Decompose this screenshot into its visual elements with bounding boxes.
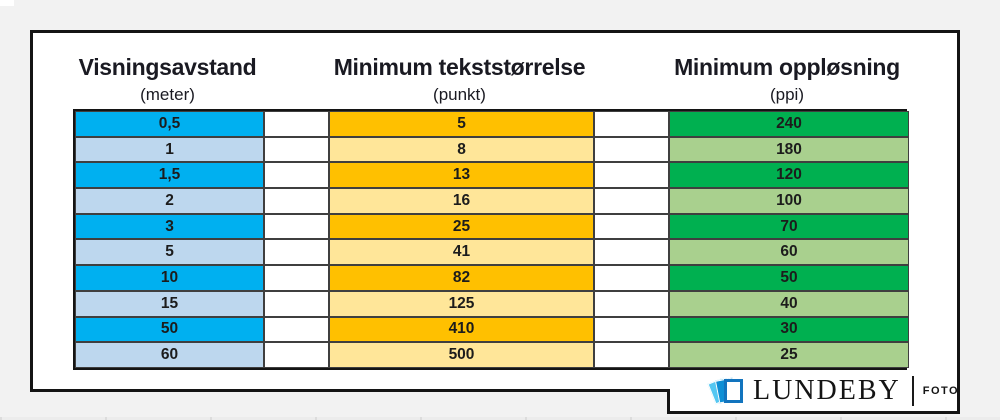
data-table: 0,5 5 240 1 8 180 1,5 13 120 2 16 100 3 25 70 5 41 60 10 82… bbox=[73, 109, 909, 370]
photo-card-front bbox=[724, 379, 743, 403]
table-cell-viewing-distance: 1 bbox=[75, 136, 264, 163]
table-cell-min-resolution: 50 bbox=[669, 265, 909, 291]
table-cell-viewing-distance: 2 bbox=[75, 188, 264, 214]
spacer-cell bbox=[594, 111, 669, 137]
spacer-cell bbox=[264, 342, 329, 368]
spacer-cell bbox=[594, 213, 669, 240]
spacer-cell bbox=[264, 265, 329, 291]
table-cell-min-text-size: 125 bbox=[329, 290, 594, 317]
table-cell-viewing-distance: 5 bbox=[75, 239, 264, 266]
column-title: Visningsavstand bbox=[78, 54, 257, 80]
bottom-edge-tiles bbox=[0, 417, 1000, 420]
table-cell-viewing-distance: 3 bbox=[75, 213, 264, 240]
table-cell-min-text-size: 500 bbox=[329, 342, 594, 368]
table-cell-viewing-distance: 1,5 bbox=[75, 162, 264, 189]
logo-divider bbox=[911, 376, 914, 406]
spacer-cell bbox=[594, 316, 669, 343]
table-cell-viewing-distance: 15 bbox=[75, 290, 264, 317]
table-cell-viewing-distance: 60 bbox=[75, 342, 264, 368]
table-cell-min-text-size: 5 bbox=[329, 111, 594, 137]
table-cell-min-text-size: 41 bbox=[329, 239, 594, 266]
column-unit: (punkt) bbox=[433, 85, 486, 104]
column-title: Minimum tekststørrelse bbox=[333, 54, 586, 80]
column-header-resolution: Minimum oppløsning (ppi) bbox=[667, 54, 907, 105]
table-cell-viewing-distance: 10 bbox=[75, 265, 264, 291]
table-cell-min-resolution: 40 bbox=[669, 290, 909, 317]
corner-notch bbox=[0, 0, 14, 6]
spacer-cell bbox=[264, 188, 329, 214]
spacer-cell bbox=[594, 239, 669, 266]
spacer-cell bbox=[594, 136, 669, 163]
table-cell-min-text-size: 82 bbox=[329, 265, 594, 291]
table-cell-min-text-size: 25 bbox=[329, 213, 594, 240]
spacer-cell bbox=[264, 290, 329, 317]
table-cell-min-resolution: 60 bbox=[669, 239, 909, 266]
spacer-cell bbox=[594, 188, 669, 214]
table-cell-viewing-distance: 50 bbox=[75, 316, 264, 343]
table-cell-min-resolution: 100 bbox=[669, 188, 909, 214]
photo-stack-icon bbox=[707, 374, 746, 408]
spacer-cell bbox=[264, 136, 329, 163]
spacer-cell bbox=[594, 290, 669, 317]
table-cell-min-resolution: 30 bbox=[669, 316, 909, 343]
table-cell-viewing-distance: 0,5 bbox=[75, 111, 264, 137]
column-unit: (meter) bbox=[140, 85, 195, 104]
column-title: Minimum oppløsning bbox=[674, 54, 900, 80]
spacer-cell bbox=[264, 162, 329, 189]
table-cell-min-resolution: 120 bbox=[669, 162, 909, 189]
spacer-cell bbox=[594, 265, 669, 291]
column-unit: (ppi) bbox=[769, 85, 804, 104]
table-cell-min-text-size: 8 bbox=[329, 136, 594, 163]
table-cell-min-resolution: 70 bbox=[669, 213, 909, 240]
table-cell-min-text-size: 16 bbox=[329, 188, 594, 214]
column-header-text-size: Minimum tekststørrelse (punkt) bbox=[327, 54, 592, 105]
table-cell-min-text-size: 13 bbox=[329, 162, 594, 189]
column-header-distance: Visningsavstand (meter) bbox=[73, 54, 262, 105]
spacer-cell bbox=[264, 239, 329, 266]
table-cell-min-text-size: 410 bbox=[329, 316, 594, 343]
spacer-cell bbox=[594, 162, 669, 189]
table-cell-min-resolution: 180 bbox=[669, 136, 909, 163]
table-cell-min-resolution: 25 bbox=[669, 342, 909, 368]
spacer-cell bbox=[264, 213, 329, 240]
spacer-cell bbox=[264, 316, 329, 343]
table-cell-min-resolution: 240 bbox=[669, 111, 909, 137]
spacer-cell bbox=[594, 342, 669, 368]
logo-name: LUNDEBY bbox=[753, 375, 901, 406]
logo-suffix: FOTO bbox=[922, 385, 960, 397]
logo: LUNDEBY FOTO bbox=[707, 371, 960, 411]
spacer-cell bbox=[264, 111, 329, 137]
